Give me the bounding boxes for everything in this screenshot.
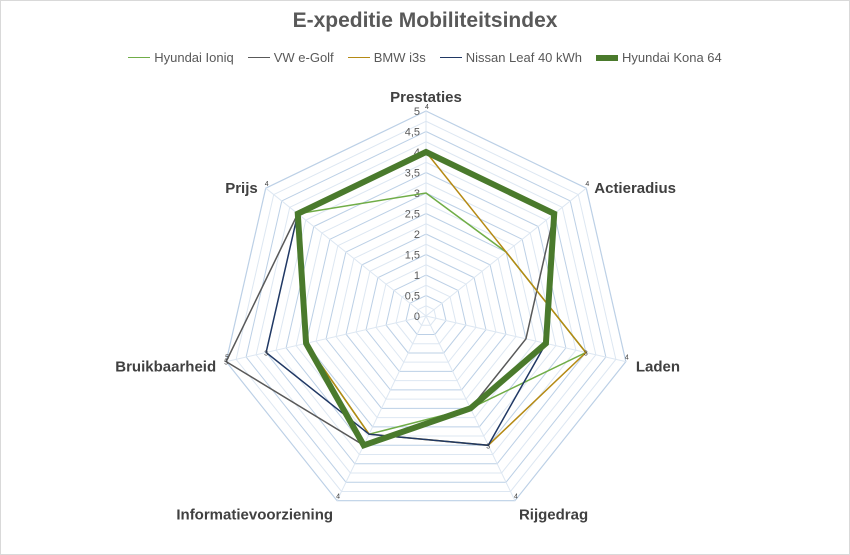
axis-label-prestaties: Prestaties — [390, 89, 462, 106]
legend-label: BMW i3s — [373, 50, 426, 65]
grid-ring — [285, 171, 567, 446]
grid-ring — [295, 182, 557, 437]
legend-swatch — [596, 54, 619, 61]
grid-ring — [325, 212, 527, 409]
grid-ring — [315, 202, 537, 419]
grid-ring — [245, 130, 607, 483]
legend-label: VW e-Golf — [273, 50, 334, 65]
tick-label: 3,5 — [405, 168, 420, 180]
legend-item: VW e-Golf — [247, 50, 334, 65]
axis-label-informatievoorziening: Informatievoorziening — [176, 507, 333, 524]
axis-label-prijs: Prijs — [225, 180, 258, 197]
legend-swatch — [347, 57, 370, 58]
spoke-end-label: 4 — [625, 355, 629, 362]
spoke-line — [226, 315, 427, 363]
spoke-end-label: 4 — [265, 181, 269, 188]
grid-ring — [395, 284, 457, 345]
chart-title: E-xpeditie Mobiliteitsindex — [292, 9, 558, 32]
data-label: 3 — [264, 350, 268, 357]
grid-ring — [385, 274, 467, 354]
grid-ring — [405, 294, 447, 335]
tick-label: 1,5 — [405, 250, 420, 262]
spoke-end-label: 4 — [585, 181, 589, 188]
legend-label: Nissan Leaf 40 kWh — [465, 50, 583, 65]
legend-label: Hyundai Kona 64 — [622, 50, 722, 65]
grid-ring — [365, 253, 487, 372]
grid-ring — [255, 141, 597, 474]
grid-ring — [235, 120, 617, 492]
data-label: 3 — [584, 350, 588, 357]
legend-item: Nissan Leaf 40 kWh — [439, 50, 583, 65]
legend-item: Hyundai Kona 64 — [596, 50, 722, 65]
legend-label: Hyundai Ioniq — [154, 50, 234, 65]
grid-ring — [225, 110, 627, 502]
tick-label: 2,5 — [405, 209, 420, 221]
legend-swatch — [247, 57, 270, 58]
tick-label: 4,5 — [405, 127, 420, 139]
spoke-end-label: 4 — [425, 104, 429, 111]
tick-label: 4 — [414, 147, 420, 159]
legend-item: Hyundai Ioniq — [128, 50, 234, 65]
axis-label-actieradius: Actieradius — [594, 180, 676, 197]
spoke-line — [265, 187, 427, 317]
grid-ring — [375, 264, 477, 363]
data-label: 3 — [486, 443, 490, 450]
legend: Hyundai Ioniq VW e-Golf BMW i3s Nissan Leaf… — [1, 50, 849, 65]
tick-label: 0,5 — [405, 291, 420, 303]
tick-label: 1 — [414, 270, 420, 282]
tick-label: 2 — [414, 229, 420, 241]
spoke-line — [336, 315, 427, 501]
spoke-end-label: 4 — [514, 494, 518, 501]
tick-label: 0 — [414, 311, 420, 323]
legend-swatch — [439, 57, 462, 58]
axis-label-bruikbaarheid: Bruikbaarheid — [115, 359, 216, 376]
legend-item: BMW i3s — [347, 50, 426, 65]
grid-ring — [335, 223, 517, 400]
axis-label-rijgedrag: Rijgedrag — [519, 507, 588, 524]
grid-ring — [355, 243, 497, 382]
grid-ring — [415, 305, 437, 326]
tick-label: 5 — [414, 106, 420, 118]
axis-label-laden: Laden — [636, 359, 680, 376]
data-label: 5 — [224, 360, 228, 367]
spoke-end-label: 4 — [336, 494, 340, 501]
legend-swatch — [128, 57, 151, 58]
series-line — [294, 148, 558, 449]
grid-ring — [345, 233, 507, 391]
